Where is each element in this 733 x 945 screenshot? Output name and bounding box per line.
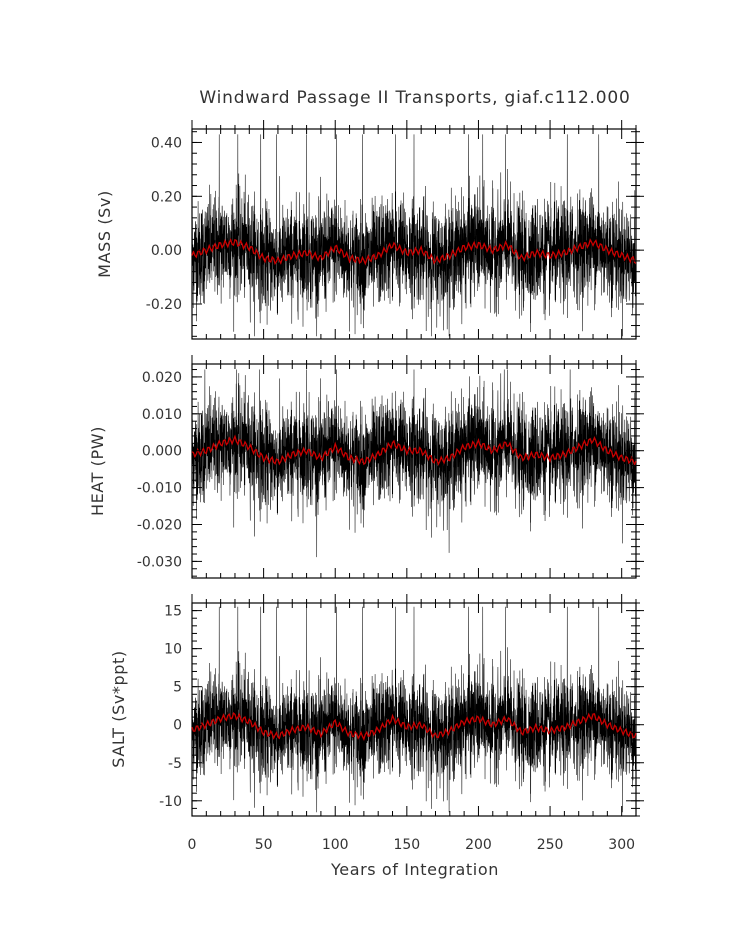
heat-y-tick-label: -0.020	[137, 518, 182, 534]
salt-y-tick-label: -5	[168, 756, 182, 772]
heat-y-tick-label: 0.010	[142, 407, 182, 423]
x-axis-label: Years of Integration	[330, 860, 499, 879]
x-tick-label: 150	[393, 837, 420, 853]
mass-panel: MASS (Sv) 0.40 0.20 0.00 -0.20	[95, 120, 644, 340]
mass-monthly-series-line	[191, 134, 637, 337]
mass-y-tick-label: 0.20	[151, 189, 182, 205]
heat-smoothed-series-line	[191, 434, 637, 467]
salt-smoothed-series-line	[191, 712, 637, 742]
salt-panel: SALT (Sv*ppt) 15 10 5 0 -5 -10	[109, 594, 644, 817]
salt-y-axis-label: SALT (Sv*ppt)	[109, 650, 128, 767]
heat-y-tick-label: 0.000	[142, 444, 182, 460]
heat-y-axis-label: HEAT (PW)	[88, 426, 107, 516]
heat-y-tick-label: -0.010	[137, 481, 182, 497]
x-tick-label: 300	[608, 837, 635, 853]
mass-smoothed-series-line	[191, 238, 637, 266]
salt-y-tick-label: -10	[159, 794, 182, 810]
x-tick-label: 250	[537, 837, 564, 853]
x-tick-label: 200	[465, 837, 492, 853]
salt-y-tick-label: 5	[173, 680, 182, 696]
salt-y-tick-label: 10	[164, 642, 182, 658]
mass-y-tick-label: -0.20	[146, 297, 182, 313]
x-tick-label: 50	[255, 837, 273, 853]
mass-y-axis-label: MASS (Sv)	[95, 190, 114, 278]
salt-monthly-series-line	[191, 606, 637, 813]
salt-y-tick-label: 0	[173, 718, 182, 734]
x-tick-label: 0	[188, 837, 197, 853]
heat-panel: HEAT (PW) 0.020 0.010 0.000 -0.010 -0.020 -0.…	[88, 355, 644, 579]
salt-y-tick-label: 15	[164, 604, 182, 620]
heat-y-tick-label: 0.020	[142, 370, 182, 386]
mass-y-tick-label: 0.40	[151, 135, 182, 151]
heat-y-tick-label: -0.030	[137, 554, 182, 570]
heat-monthly-series-line	[191, 369, 637, 558]
mass-y-tick-label: 0.00	[151, 243, 182, 259]
x-tick-label: 100	[322, 837, 349, 853]
chart-title: Windward Passage II Transports, giaf.c11…	[199, 88, 630, 108]
